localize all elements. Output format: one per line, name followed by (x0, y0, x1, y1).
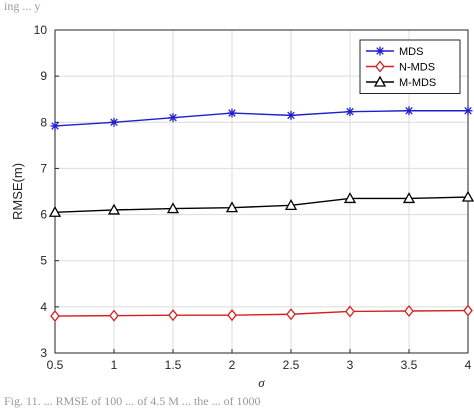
x-tick-label: 1.5 (165, 358, 182, 372)
data-point-n-mds (227, 309, 237, 322)
x-tick-label: 2.5 (283, 358, 300, 372)
data-point-mds (404, 106, 414, 116)
data-point-mds (168, 113, 178, 123)
axis-ticks: 0.5 1 1.5 2 2.5 3 3.5 4 3 4 5 6 7 8 9 10 (34, 23, 472, 372)
data-point-n-mds (50, 310, 60, 323)
series-line-n-mds (54, 309, 469, 317)
data-point-m-mds (48, 205, 62, 217)
y-tick-label: 6 (40, 208, 47, 222)
legend-label-m-mds: M-MDS (399, 77, 436, 89)
series-line-m-mds (54, 196, 469, 213)
x-tick-label: 4 (465, 358, 472, 372)
data-point-mds (463, 106, 473, 116)
y-tick-label: 3 (40, 346, 47, 360)
y-tick-label: 4 (40, 300, 47, 314)
data-point-m-mds (402, 192, 416, 204)
legend: MDS N-MDS M-MDS (359, 39, 461, 94)
legend-marker-n-mds (375, 60, 385, 73)
data-point-n-mds (404, 304, 414, 318)
data-point-m-mds (284, 199, 298, 210)
data-point-mds (227, 108, 237, 118)
data-point-m-mds (225, 201, 239, 213)
legend-marker-m-mds (373, 75, 387, 87)
data-point-mds (286, 110, 296, 120)
caption-bottom-fragment: Fig. 11. ... RMSE of 100 ... of 4.5 M ..… (4, 394, 261, 408)
data-point-m-mds (461, 190, 474, 202)
y-tick-label: 10 (34, 23, 48, 37)
y-tick-label: 5 (40, 254, 47, 268)
y-axis-label: RMSE(m) (10, 163, 25, 220)
caption-top-fragment: ing ... y (4, 0, 40, 13)
data-point-n-mds (345, 305, 355, 318)
y-tick-label: 8 (40, 115, 47, 129)
legend-label-mds: MDS (399, 46, 423, 58)
y-tick-label: 7 (40, 161, 47, 175)
data-point-m-mds (166, 202, 180, 214)
data-point-n-mds (109, 309, 119, 322)
x-tick-label: 1 (111, 358, 118, 372)
legend-label-n-mds: N-MDS (399, 62, 435, 74)
x-tick-label: 0.5 (47, 358, 64, 372)
y-tick-label: 9 (40, 69, 47, 83)
data-point-n-mds (286, 308, 296, 321)
series-m-mds (48, 190, 474, 217)
x-tick-label: 3.5 (401, 358, 418, 372)
series-line-mds (54, 110, 468, 127)
data-point-mds (109, 117, 119, 127)
series-n-mds (50, 304, 473, 323)
data-point-mds (345, 107, 355, 117)
x-tick-label: 2 (229, 358, 236, 372)
data-series (48, 106, 474, 323)
data-point-n-mds (168, 309, 178, 322)
legend-marker-mds (375, 46, 385, 56)
series-mds (50, 106, 473, 131)
data-point-m-mds (107, 203, 121, 215)
data-point-n-mds (463, 304, 473, 317)
data-point-mds (50, 121, 60, 131)
x-tick-label: 3 (347, 358, 354, 372)
x-axis-label: σ (258, 375, 265, 390)
data-point-m-mds (343, 192, 357, 204)
